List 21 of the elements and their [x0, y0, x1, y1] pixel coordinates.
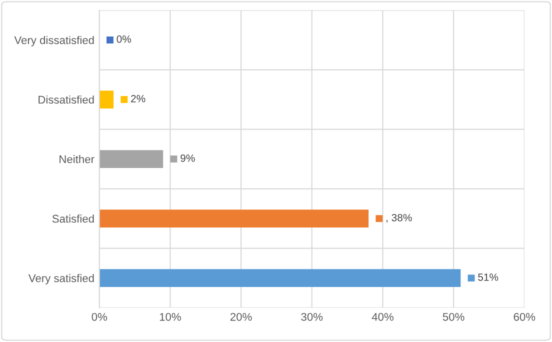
x-tick-label: 10% [160, 312, 181, 321]
data-label: , 38% [386, 214, 412, 223]
x-tick-label: 50% [442, 312, 464, 321]
data-label: 51% [478, 274, 498, 281]
x-tick-label: 40% [372, 312, 394, 321]
data-label: 2% [131, 94, 146, 102]
y-tick-label: Neither [60, 155, 94, 164]
y-tick-label: Very satisfied [28, 274, 94, 284]
bar [99, 90, 114, 108]
x-tick-label: 0% [92, 312, 107, 321]
bar [99, 210, 369, 228]
y-tick-label: Satisfied [52, 214, 94, 223]
x-tick-label: 20% [230, 312, 252, 321]
bar [99, 269, 461, 287]
x-tick-label: 60% [514, 312, 536, 321]
bar [99, 150, 164, 168]
y-tick-label: Very dissatisfied [14, 36, 94, 46]
data-label: 0% [116, 35, 132, 43]
x-tick-label: 30% [301, 312, 323, 321]
data-label: 9% [180, 154, 195, 162]
y-tick-label: Dissatisfied [38, 95, 94, 104]
